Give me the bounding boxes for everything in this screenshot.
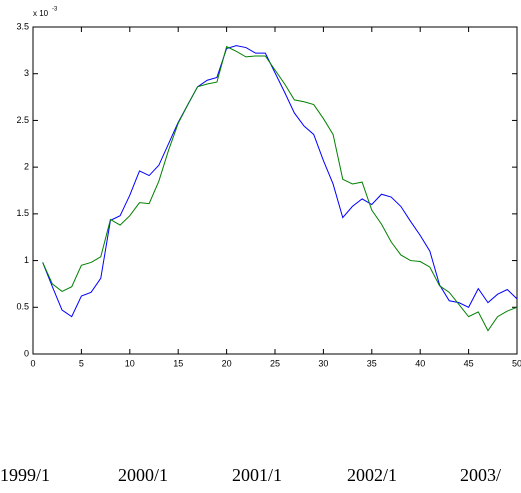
x-tick-label: 25	[270, 358, 280, 368]
y-tick-label: 1.5	[16, 208, 29, 218]
y-tick-label: 0.5	[16, 302, 29, 312]
footer-label: 2002/1	[347, 465, 397, 485]
series-line	[42, 45, 518, 332]
x-tick-label: 45	[464, 358, 474, 368]
footer-label: 2003/	[460, 465, 501, 485]
footer-label: 2000/1	[118, 465, 168, 485]
y-tick-label: 3	[24, 68, 29, 78]
footer-label: 2001/1	[232, 465, 282, 485]
axis-multiplier-exponent: -3	[52, 7, 58, 13]
x-tick-label: 40	[415, 358, 425, 368]
x-tick-label: 20	[222, 358, 232, 368]
y-tick-label: 2.5	[16, 115, 29, 125]
x-tick-label: 0	[30, 358, 35, 368]
x-tick-label: 5	[79, 358, 84, 368]
x-tick-label: 10	[125, 358, 135, 368]
x-tick-label: 50	[512, 358, 521, 368]
axis-multiplier: x 10	[33, 9, 49, 18]
footer-label: 1999/1	[0, 465, 50, 485]
y-tick-label: 1	[24, 255, 29, 265]
series-line	[42, 45, 518, 318]
x-tick-label: 30	[318, 358, 328, 368]
x-tick-label: 15	[173, 358, 183, 368]
y-tick-label: 2	[24, 162, 29, 172]
x-tick-label: 35	[367, 358, 377, 368]
plot-frame	[32, 26, 518, 355]
y-tick-label: 3.5	[16, 21, 29, 31]
y-tick-label: 0	[24, 348, 29, 358]
